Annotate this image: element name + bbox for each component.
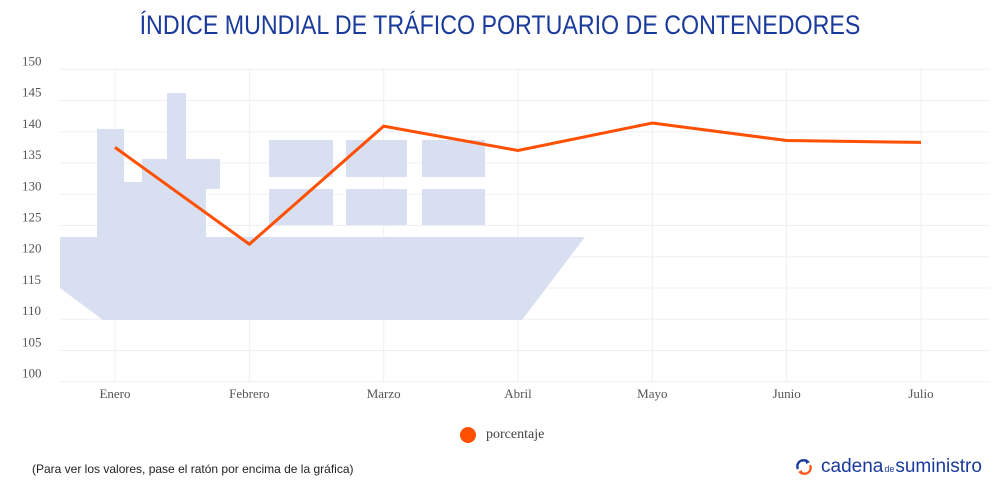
logo: cadena de suministro [795, 456, 982, 478]
ship-illustration [60, 93, 585, 320]
data-point[interactable] [512, 145, 524, 157]
x-tick-label: Junio [773, 386, 801, 401]
data-point[interactable] [378, 120, 390, 132]
y-tick-label: 145 [22, 85, 42, 100]
y-tick-label: 115 [22, 272, 41, 287]
hover-note: (Para ver los valores, pase el ratón por… [32, 462, 354, 476]
x-tick-label: Enero [99, 386, 130, 401]
y-tick-label: 150 [22, 53, 42, 68]
logo-cycle-icon [796, 459, 812, 475]
x-tick-label: Julio [908, 386, 933, 401]
logo-text-1: cadena [821, 456, 884, 477]
data-point[interactable] [243, 238, 255, 250]
data-point[interactable] [781, 135, 793, 147]
x-tick-label: Mayo [637, 386, 667, 401]
legend-marker [460, 427, 476, 443]
y-tick-label: 140 [22, 116, 42, 131]
data-point[interactable] [915, 136, 927, 148]
series-line[interactable] [114, 121, 922, 247]
y-tick-label: 105 [22, 334, 42, 349]
x-tick-label: Marzo [367, 386, 401, 401]
chart-title: ÍNDICE MUNDIAL DE TRÁFICO PORTUARIO DE C… [139, 10, 861, 40]
y-tick-label: 130 [22, 178, 42, 193]
y-tick-label: 135 [22, 147, 42, 162]
y-tick-label: 100 [22, 366, 42, 381]
y-tick-label: 120 [22, 241, 42, 256]
data-point[interactable] [109, 141, 121, 153]
x-tick-label: Febrero [229, 386, 269, 401]
x-tick-label: Abril [504, 386, 532, 401]
logo-text-2: de [884, 464, 895, 474]
data-point[interactable] [646, 117, 658, 129]
y-tick-label: 110 [22, 303, 41, 318]
y-tick-label: 125 [22, 210, 42, 225]
legend-label: porcentaje [486, 427, 545, 442]
legend[interactable]: porcentaje [460, 427, 544, 443]
logo-text-3: suministro [895, 456, 982, 477]
